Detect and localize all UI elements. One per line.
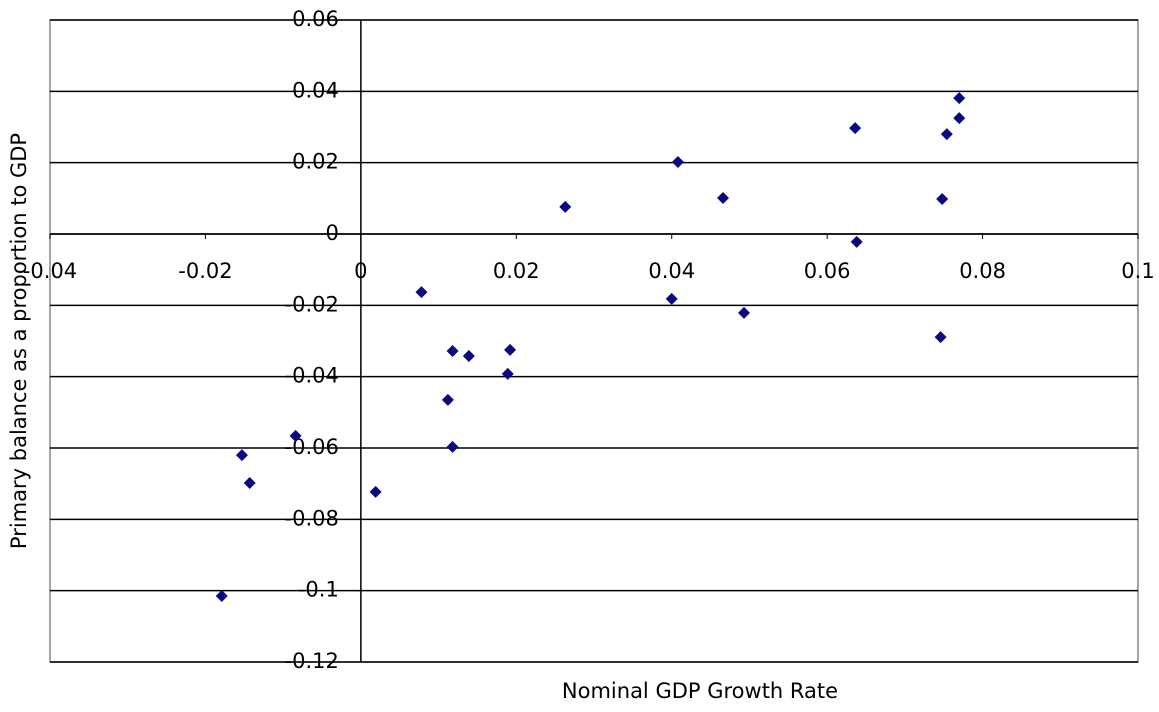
y-tick-label: -0.04 xyxy=(285,364,339,388)
x-tick-label: 0.08 xyxy=(959,259,1006,283)
point xyxy=(559,200,572,213)
point xyxy=(369,485,382,498)
point xyxy=(289,429,302,442)
point xyxy=(462,349,475,362)
y-tick-label: 0.06 xyxy=(292,7,339,31)
y-tick-label: 0 xyxy=(325,221,338,245)
point xyxy=(446,344,459,357)
point xyxy=(665,292,678,305)
x-tick-label: 0.04 xyxy=(648,259,695,283)
point xyxy=(953,112,966,125)
point xyxy=(936,193,949,206)
point xyxy=(215,590,228,603)
point xyxy=(850,235,863,248)
point xyxy=(849,122,862,135)
point xyxy=(415,286,428,299)
point xyxy=(717,191,730,204)
y-tick-label: -0.08 xyxy=(285,506,339,530)
point xyxy=(243,476,256,489)
point xyxy=(940,128,953,141)
y-axis-label: Primary balance as a proportion to GDP xyxy=(7,133,31,549)
x-tick-label: -0.02 xyxy=(178,259,232,283)
x-tick-label: 0.1 xyxy=(1121,259,1154,283)
point xyxy=(501,367,514,380)
point xyxy=(953,92,966,105)
x-tick-label: 0.06 xyxy=(804,259,851,283)
y-tick-label: 0.04 xyxy=(292,78,339,102)
x-axis-label: Nominal GDP Growth Rate xyxy=(562,679,838,703)
point xyxy=(671,155,684,168)
x-tick-label: -0.04 xyxy=(23,259,77,283)
point xyxy=(441,393,454,406)
y-tick-label: -0.1 xyxy=(298,578,339,602)
y-tick-label: -0.02 xyxy=(285,292,339,316)
point xyxy=(737,306,750,319)
point xyxy=(446,440,459,453)
point xyxy=(934,331,947,344)
point xyxy=(235,449,248,462)
plot-border xyxy=(49,19,1139,663)
y-tick-label: 0.02 xyxy=(292,150,339,174)
point xyxy=(504,343,517,356)
x-tick-label: 0.02 xyxy=(493,259,540,283)
y-tick-label: -0.12 xyxy=(285,649,339,673)
